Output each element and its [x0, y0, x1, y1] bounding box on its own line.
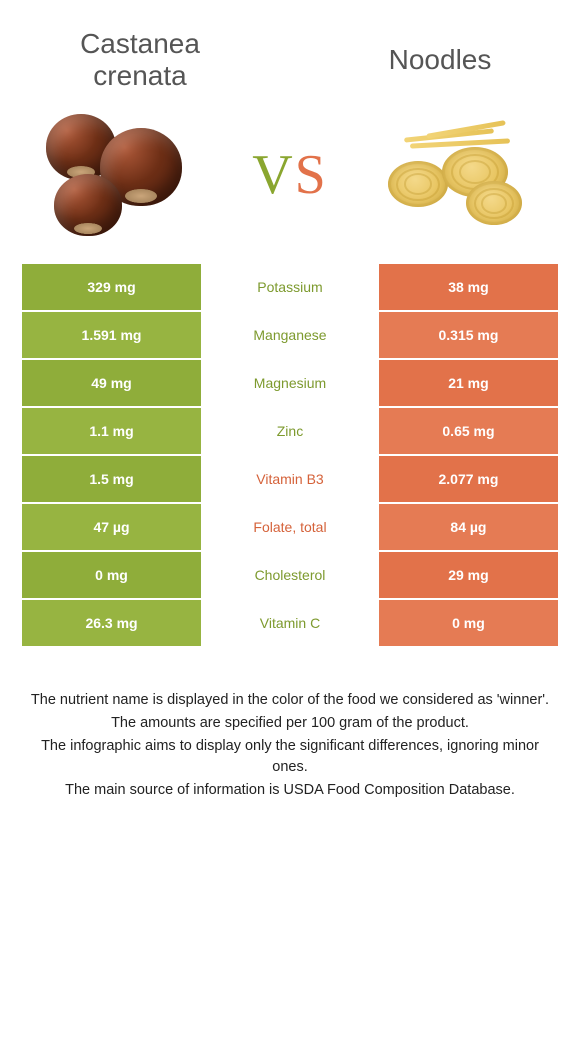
cell-left-value: 1.5 mg	[22, 456, 201, 504]
cell-right-value: 0 mg	[379, 600, 558, 648]
table-row: 329 mgPotassium38 mg	[22, 264, 558, 312]
cell-left-value: 49 mg	[22, 360, 201, 408]
cell-nutrient-name: Manganese	[201, 312, 379, 360]
table-row: 1.591 mgManganese0.315 mg	[22, 312, 558, 360]
cell-right-value: 29 mg	[379, 552, 558, 600]
cell-nutrient-name: Folate, total	[201, 504, 379, 552]
cell-nutrient-name: Potassium	[201, 264, 379, 312]
table-row: 1.5 mgVitamin B32.077 mg	[22, 456, 558, 504]
cell-right-value: 84 µg	[379, 504, 558, 552]
title-right: Noodles	[340, 44, 540, 76]
chestnut-image	[40, 110, 200, 240]
cell-nutrient-name: Cholesterol	[201, 552, 379, 600]
cell-left-value: 26.3 mg	[22, 600, 201, 648]
table-row: 26.3 mgVitamin C0 mg	[22, 600, 558, 648]
footer-notes: The nutrient name is displayed in the co…	[0, 648, 580, 801]
table-row: 47 µgFolate, total84 µg	[22, 504, 558, 552]
footer-line-3: The infographic aims to display only the…	[30, 736, 550, 778]
table-row: 0 mgCholesterol29 mg	[22, 552, 558, 600]
title-left: Castanea crenata	[40, 28, 240, 92]
cell-left-value: 47 µg	[22, 504, 201, 552]
cell-nutrient-name: Vitamin B3	[201, 456, 379, 504]
cell-left-value: 0 mg	[22, 552, 201, 600]
cell-nutrient-name: Zinc	[201, 408, 379, 456]
table-row: 49 mgMagnesium21 mg	[22, 360, 558, 408]
comparison-table: 329 mgPotassium38 mg1.591 mgManganese0.3…	[22, 264, 558, 648]
images-row: VS	[0, 92, 580, 264]
cell-left-value: 1.591 mg	[22, 312, 201, 360]
vs-s: S	[295, 144, 328, 206]
cell-right-value: 0.315 mg	[379, 312, 558, 360]
cell-right-value: 2.077 mg	[379, 456, 558, 504]
cell-right-value: 38 mg	[379, 264, 558, 312]
cell-left-value: 1.1 mg	[22, 408, 201, 456]
table-row: 1.1 mgZinc0.65 mg	[22, 408, 558, 456]
cell-right-value: 21 mg	[379, 360, 558, 408]
footer-line-4: The main source of information is USDA F…	[30, 780, 550, 801]
cell-nutrient-name: Magnesium	[201, 360, 379, 408]
vs-v: V	[252, 144, 294, 206]
vs-label: VS	[252, 143, 328, 207]
header: Castanea crenata Noodles	[0, 0, 580, 92]
cell-left-value: 329 mg	[22, 264, 201, 312]
cell-nutrient-name: Vitamin C	[201, 600, 379, 648]
noodles-image	[380, 110, 540, 240]
cell-right-value: 0.65 mg	[379, 408, 558, 456]
footer-line-2: The amounts are specified per 100 gram o…	[30, 713, 550, 734]
footer-line-1: The nutrient name is displayed in the co…	[30, 690, 550, 711]
